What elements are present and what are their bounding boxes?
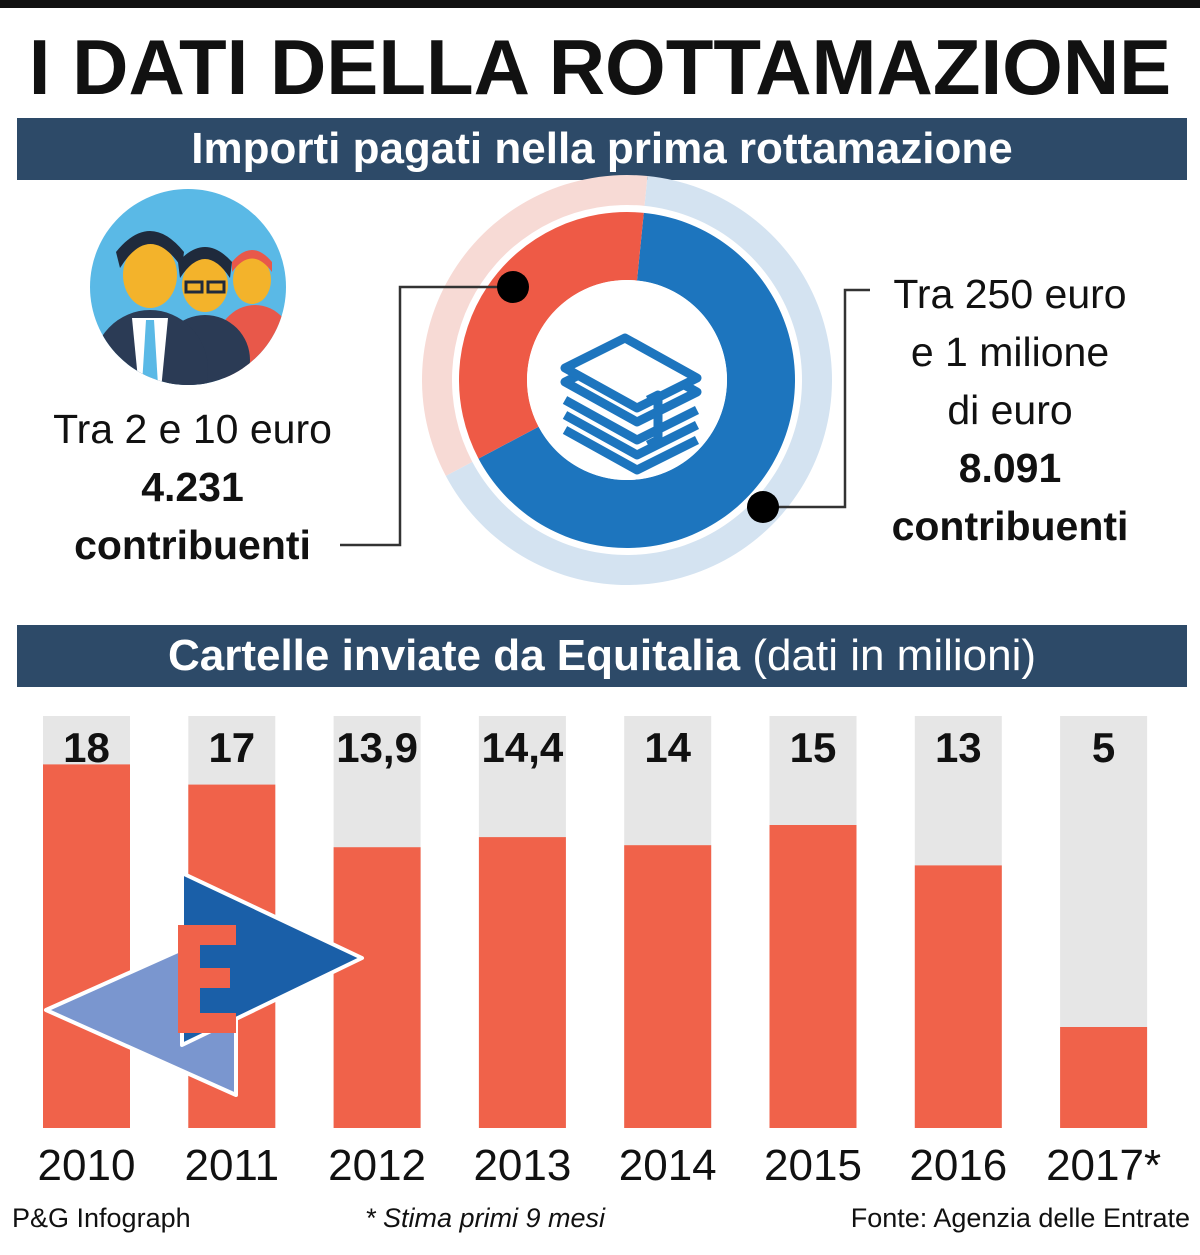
right-range-line3: di euro <box>947 387 1073 433</box>
money-stack-icon <box>560 333 702 475</box>
right-range-line2: e 1 milione <box>910 329 1110 375</box>
left-payment-group: Tra 2 e 10 euro 4.231 contribuenti <box>10 400 375 574</box>
bar <box>478 837 566 1128</box>
people-icon <box>90 189 286 385</box>
section-heading-cartelle-light: (dati in milioni) <box>752 631 1037 680</box>
footnote: * Stima primi 9 mesi <box>365 1203 606 1233</box>
left-unit: contribuenti <box>74 522 311 568</box>
source-label: Fonte: Agenzia delle Entrate <box>850 1203 1190 1233</box>
right-range-line1: Tra 250 euro <box>893 271 1127 317</box>
left-count: 4.231 <box>141 464 244 510</box>
bar <box>624 845 712 1128</box>
bar-value-label: 13,9 <box>336 724 418 771</box>
bar <box>914 865 1002 1128</box>
bar <box>769 825 857 1128</box>
bar-value-label: 5 <box>1092 724 1115 771</box>
leader-line-left <box>340 285 513 547</box>
bar-value-label: 13 <box>935 724 982 771</box>
bar <box>1060 1027 1148 1128</box>
x-tick-label: 2015 <box>764 1141 862 1190</box>
x-tick-label: 2011 <box>184 1141 279 1190</box>
leader-dot-left <box>497 271 529 303</box>
equitalia-logo <box>44 871 364 1097</box>
bar-value-label: 18 <box>63 724 110 771</box>
section-heading-payments-text: Importi pagati nella prima rottamazione <box>191 124 1013 173</box>
section-heading-cartelle-bold: Cartelle inviate da Equitalia <box>167 631 741 680</box>
donut-ring-red <box>422 174 648 476</box>
x-tick-label: 2016 <box>909 1141 1007 1190</box>
section-heading-payments: Importi pagati nella prima rottamazione <box>17 118 1187 180</box>
bar-value-label: 17 <box>208 724 255 771</box>
right-unit: contribuenti <box>891 503 1129 549</box>
section-heading-cartelle: Cartelle inviate da Equitalia (dati in m… <box>17 625 1187 687</box>
x-tick-label: 2014 <box>619 1141 717 1190</box>
right-payment-group: Tra 250 euro e 1 milione di euro 8.091 c… <box>850 265 1170 555</box>
leader-dot-right <box>747 491 779 523</box>
bar-value-label: 14,4 <box>482 724 564 771</box>
bar <box>333 847 421 1128</box>
x-tick-label: 2017* <box>1046 1141 1161 1190</box>
bar-value-label: 15 <box>790 724 837 771</box>
bar <box>43 764 130 1128</box>
leader-line-right <box>763 288 870 509</box>
x-tick-label: 2012 <box>328 1141 426 1190</box>
right-count: 8.091 <box>958 445 1062 491</box>
bar-value-label: 14 <box>644 724 691 771</box>
donut-slice-large <box>478 212 796 549</box>
left-range-label: Tra 2 e 10 euro <box>53 406 332 452</box>
top-rule <box>0 0 1200 8</box>
donut-chart <box>340 174 870 585</box>
credit-label: P&G Infograph <box>12 1203 191 1233</box>
x-tick-label: 2013 <box>473 1141 571 1190</box>
page-title: I DATI DELLA ROTTAMAZIONE <box>28 23 1172 111</box>
x-tick-label: 2010 <box>38 1141 136 1190</box>
